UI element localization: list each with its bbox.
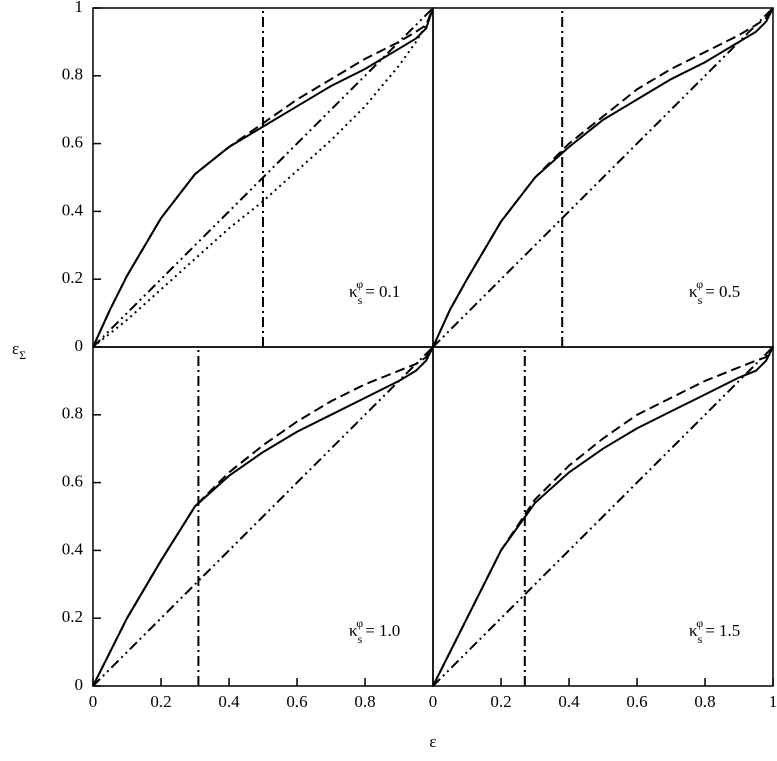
- annotation: κsφ = 1.5: [689, 616, 740, 646]
- series-line: [432, 346, 774, 687]
- series-line: [92, 7, 434, 348]
- series-line: [92, 346, 434, 687]
- series-line: [432, 7, 774, 348]
- x-tick-label: 0: [429, 692, 438, 711]
- annotation: κsφ = 0.5: [689, 277, 740, 307]
- y-tick-label: 0.2: [62, 268, 83, 287]
- x-axis-label: ε: [429, 732, 436, 751]
- y-tick-label: 0.6: [62, 133, 83, 152]
- y-axis-label-sub: Σ: [19, 348, 26, 362]
- annotation: κsφ = 1.0: [349, 616, 400, 646]
- annotation-sup: φ: [696, 616, 703, 630]
- annotation-sup: φ: [356, 277, 363, 291]
- x-tick-label: 0.4: [218, 692, 240, 711]
- annotation-text: = 1.0: [365, 621, 400, 640]
- x-tick-label: 0.8: [694, 692, 715, 711]
- series-line: [432, 7, 774, 348]
- annotation-sup: φ: [356, 616, 363, 630]
- annotation-sup: φ: [696, 277, 703, 291]
- x-tick-label: 1: [769, 692, 777, 711]
- series-line: [432, 346, 774, 687]
- y-tick-label: 0.8: [62, 404, 83, 423]
- series-line: [92, 7, 434, 348]
- annotation-sub: s: [358, 632, 363, 646]
- y-tick-label: 0.4: [62, 539, 84, 558]
- series-line: [92, 7, 434, 348]
- y-axis-label: εΣ: [12, 339, 26, 362]
- annotation-sub: s: [698, 632, 703, 646]
- series-line: [92, 346, 434, 687]
- annotation-text: = 0.5: [705, 282, 740, 301]
- x-tick-label: 0.6: [626, 692, 647, 711]
- annotation-symbol: κ: [689, 621, 698, 640]
- y-tick-label: 0: [75, 675, 84, 694]
- y-tick-label: 1: [75, 0, 84, 16]
- y-tick-label: 0.2: [62, 607, 83, 626]
- y-axis-label-symbol: ε: [12, 339, 19, 358]
- annotation-text: = 0.1: [365, 282, 400, 301]
- annotation-sub: s: [358, 293, 363, 307]
- x-tick-label: 0.2: [490, 692, 511, 711]
- annotation-symbol: κ: [349, 282, 358, 301]
- y-tick-label: 0.4: [62, 200, 84, 219]
- y-tick-label: 0.8: [62, 65, 83, 84]
- x-tick-label: 0.2: [150, 692, 171, 711]
- annotation-sub: s: [698, 293, 703, 307]
- y-tick-label: 0.6: [62, 472, 83, 491]
- annotation-symbol: κ: [689, 282, 698, 301]
- annotation: κsφ = 0.1: [349, 277, 400, 307]
- x-tick-label: 0.8: [354, 692, 375, 711]
- x-tick-label: 0: [89, 692, 98, 711]
- x-tick-label: 0.4: [558, 692, 580, 711]
- series-line: [92, 346, 434, 687]
- series-line: [432, 7, 774, 348]
- annotation-symbol: κ: [349, 621, 358, 640]
- y-tick-label: 0: [75, 336, 84, 355]
- series-line: [432, 346, 774, 687]
- panel-frame: [432, 346, 774, 687]
- x-tick-label: 0.6: [286, 692, 307, 711]
- annotation-text: = 1.5: [705, 621, 740, 640]
